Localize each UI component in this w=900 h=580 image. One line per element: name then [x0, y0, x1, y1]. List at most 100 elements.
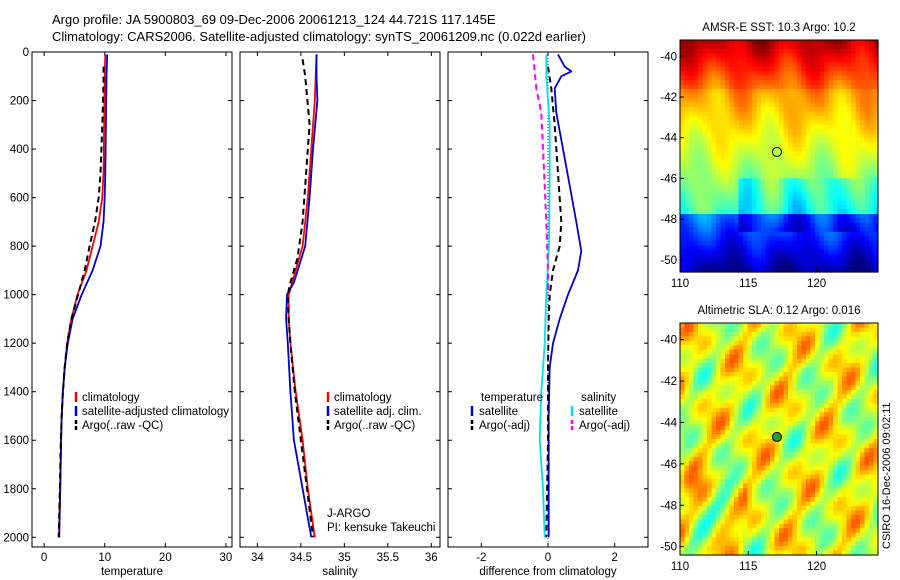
sst-map-cell [833, 53, 839, 59]
sla-map-cell [752, 398, 758, 404]
sst-map-cell [747, 236, 753, 242]
sla-map-cell [788, 447, 794, 453]
sst-map-cell [864, 160, 870, 166]
sst-map-cell [837, 245, 843, 251]
sst-map-cell [765, 129, 771, 135]
sla-map-cell [698, 327, 704, 333]
sst-map-cell [684, 200, 690, 206]
sst-map-cell [828, 267, 834, 273]
sla-map-cell [743, 483, 749, 489]
sla-map-cell [815, 403, 821, 409]
sla-map-cell [734, 331, 740, 337]
sla-map-cell [828, 443, 834, 449]
sst-map-cell [873, 106, 879, 112]
sla-map-cell [873, 483, 879, 489]
sst-map-cell [765, 84, 771, 90]
sla-map-cell [743, 474, 749, 480]
sla-map-cell [837, 403, 843, 409]
sla-map-cell [689, 523, 695, 529]
salinity-profile-annotation-line2: PI: kensuke Takeuchi [327, 522, 435, 534]
sst-map-cell [788, 156, 794, 162]
sst-map-cell [869, 240, 875, 246]
sst-map-cell [761, 80, 767, 86]
sla-map-cell [765, 331, 771, 337]
sla-map-cell [770, 528, 776, 534]
sla-map-cell [761, 492, 767, 498]
sla-map-cell [873, 492, 879, 498]
sst-map-cell [837, 75, 843, 81]
sla-map-cell [770, 425, 776, 431]
sla-map-cell [855, 492, 861, 498]
sst-map-cell [707, 75, 713, 81]
sst-map-cell [837, 84, 843, 90]
sla-map-cell [761, 367, 767, 373]
sla-map-cell [752, 456, 758, 462]
sla-map-cell [702, 331, 708, 337]
sst-map-cell [720, 129, 726, 135]
sst-map-cell [689, 196, 695, 202]
sst-map-cell [774, 160, 780, 166]
sla-map-cell [738, 381, 744, 387]
sst-map-cell [774, 115, 780, 121]
sla-map-cell [788, 537, 794, 543]
sst-map-cell [720, 214, 726, 220]
sla-map-cell [729, 447, 735, 453]
sla-map-cell [743, 372, 749, 378]
sla-map-cell [729, 425, 735, 431]
sla-map-cell [792, 363, 798, 369]
sst-map-cell [801, 93, 807, 99]
sla-map-cell [707, 398, 713, 404]
sla-map-cell [689, 403, 695, 409]
sst-map-cell [819, 57, 825, 63]
sla-map-cell [698, 331, 704, 337]
sla-map-cell [720, 394, 726, 400]
sla-map-cell [747, 381, 753, 387]
sst-map-cell [702, 102, 708, 108]
sla-map-cell [869, 381, 875, 387]
sla-map-cell [783, 345, 789, 351]
sla-map-cell [774, 510, 780, 516]
sst-map-cell [752, 249, 758, 255]
sst-map-cell [752, 187, 758, 193]
sst-map-cell [765, 57, 771, 63]
sst-map-cell [756, 151, 762, 157]
sst-map-cell [792, 84, 798, 90]
sst-map-cell [693, 214, 699, 220]
sst-map-cell [869, 115, 875, 121]
sla-map-cell [788, 381, 794, 387]
sla-map-cell [698, 497, 704, 503]
sla-map-cell [846, 443, 852, 449]
sst-map-cell [720, 169, 726, 175]
sst-map-cell [707, 151, 713, 157]
sla-map-cell [680, 497, 686, 503]
sst-map-cell [851, 48, 857, 54]
sst-map-cell [851, 222, 857, 228]
sst-map-cell [846, 156, 852, 162]
sla-map-cell [783, 340, 789, 346]
sst-map-cell [846, 178, 852, 184]
sst-map-cell [689, 231, 695, 237]
sla-map-cell [869, 510, 875, 516]
sla-map-cell [684, 363, 690, 369]
sst-map-cell [689, 160, 695, 166]
sst-map-cell [806, 102, 812, 108]
sla-map-cell [783, 430, 789, 436]
sla-map-cell [873, 505, 879, 511]
sla-map-cell [680, 550, 686, 556]
sla-map-cell [810, 407, 816, 413]
sst-map-cell [864, 120, 870, 126]
sla-map-cell [680, 430, 686, 436]
sla-map-cell [738, 354, 744, 360]
sla-map-cell [716, 363, 722, 369]
sla-map-cell [860, 519, 866, 525]
sst-map-cell [828, 182, 834, 188]
sst-map-cell [729, 182, 735, 188]
sla-map-cell [788, 461, 794, 467]
sla-map-cell [783, 447, 789, 453]
sla-map-cell [819, 532, 825, 538]
sst-map-cell [729, 156, 735, 162]
sst-map-cell [783, 156, 789, 162]
sla-map-cell [770, 443, 776, 449]
sst-map-cell [837, 214, 843, 220]
sst-map-cell [833, 240, 839, 246]
